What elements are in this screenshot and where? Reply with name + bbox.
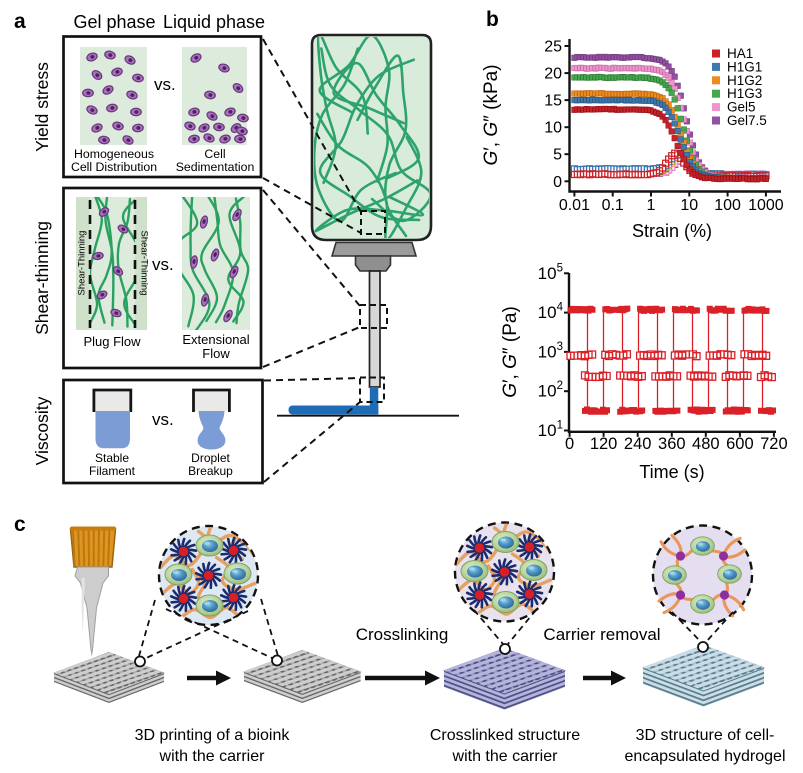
svg-text:1000: 1000 bbox=[748, 197, 784, 214]
svg-text:Crosslinking: Crosslinking bbox=[356, 625, 449, 644]
svg-text:Carrier removal: Carrier removal bbox=[543, 625, 660, 644]
svg-text:1: 1 bbox=[647, 197, 656, 214]
svg-text:5: 5 bbox=[553, 147, 562, 164]
svg-text:H1G1: H1G1 bbox=[727, 59, 762, 74]
svg-text:Liquid phase: Liquid phase bbox=[163, 12, 265, 32]
svg-text:10: 10 bbox=[680, 197, 698, 214]
svg-text:25: 25 bbox=[544, 39, 562, 56]
svg-text:600: 600 bbox=[726, 435, 754, 453]
svg-text:Shear-thinning: Shear-thinning bbox=[32, 221, 52, 335]
svg-text:240: 240 bbox=[624, 435, 652, 453]
svg-text:120: 120 bbox=[590, 435, 618, 453]
svg-text:c: c bbox=[14, 513, 26, 536]
svg-text:10: 10 bbox=[544, 120, 562, 137]
svg-text:Crosslinked structure: Crosslinked structure bbox=[430, 727, 580, 744]
svg-text:20: 20 bbox=[544, 66, 562, 83]
svg-text:Extensional: Extensional bbox=[182, 332, 249, 347]
svg-text:480: 480 bbox=[692, 435, 720, 453]
svg-text:0.01: 0.01 bbox=[559, 197, 590, 214]
svg-text:Cell: Cell bbox=[204, 147, 225, 161]
svg-text:HA1: HA1 bbox=[727, 46, 753, 61]
svg-text:360: 360 bbox=[658, 435, 686, 453]
svg-text:Filament: Filament bbox=[89, 464, 136, 478]
svg-text:with the carrier: with the carrier bbox=[159, 748, 266, 765]
svg-text:Stable: Stable bbox=[95, 451, 129, 465]
svg-text:Sedimentation: Sedimentation bbox=[176, 160, 255, 174]
svg-text:15: 15 bbox=[544, 93, 562, 110]
svg-text:Yield stress: Yield stress bbox=[32, 62, 52, 152]
svg-text:Time (s): Time (s) bbox=[639, 462, 704, 482]
svg-text:3D printing of a bioink: 3D printing of a bioink bbox=[135, 727, 291, 744]
svg-text:Shear-Thinning: Shear-Thinning bbox=[139, 231, 150, 296]
svg-text:Gel5: Gel5 bbox=[727, 100, 756, 115]
svg-text:0.1: 0.1 bbox=[602, 197, 624, 214]
svg-text:Breakup: Breakup bbox=[188, 464, 233, 478]
svg-text:H1G2: H1G2 bbox=[727, 73, 762, 88]
svg-text:vs.: vs. bbox=[152, 410, 174, 429]
svg-text:Cell Distribution: Cell Distribution bbox=[71, 160, 157, 174]
svg-text:G′, G″ (kPa): G′, G″ (kPa) bbox=[481, 64, 502, 165]
svg-text:0: 0 bbox=[553, 174, 562, 191]
svg-text:G′, G″ (Pa): G′, G″ (Pa) bbox=[500, 306, 521, 398]
svg-text:Viscosity: Viscosity bbox=[32, 396, 52, 465]
svg-text:0: 0 bbox=[565, 435, 574, 453]
svg-text:with the carrier: with the carrier bbox=[452, 748, 559, 765]
svg-text:b: b bbox=[486, 8, 499, 31]
svg-text:a: a bbox=[14, 10, 26, 33]
svg-text:encapsulated hydrogel: encapsulated hydrogel bbox=[624, 748, 785, 765]
svg-text:720: 720 bbox=[760, 435, 788, 453]
svg-text:100: 100 bbox=[714, 197, 741, 214]
svg-text:Flow: Flow bbox=[202, 346, 230, 361]
svg-text:Gel phase: Gel phase bbox=[73, 12, 155, 32]
svg-text:Homogeneous: Homogeneous bbox=[74, 147, 154, 161]
svg-text:vs.: vs. bbox=[154, 75, 176, 94]
svg-text:Gel7.5: Gel7.5 bbox=[727, 113, 767, 128]
svg-text:Shear-Thinning: Shear-Thinning bbox=[77, 231, 88, 296]
svg-text:Droplet: Droplet bbox=[191, 451, 230, 465]
svg-text:H1G3: H1G3 bbox=[727, 86, 762, 101]
svg-text:Plug Flow: Plug Flow bbox=[83, 334, 141, 349]
svg-text:3D structure of cell-: 3D structure of cell- bbox=[636, 727, 775, 744]
svg-text:vs.: vs. bbox=[152, 255, 174, 274]
svg-text:Strain (%): Strain (%) bbox=[632, 221, 712, 241]
